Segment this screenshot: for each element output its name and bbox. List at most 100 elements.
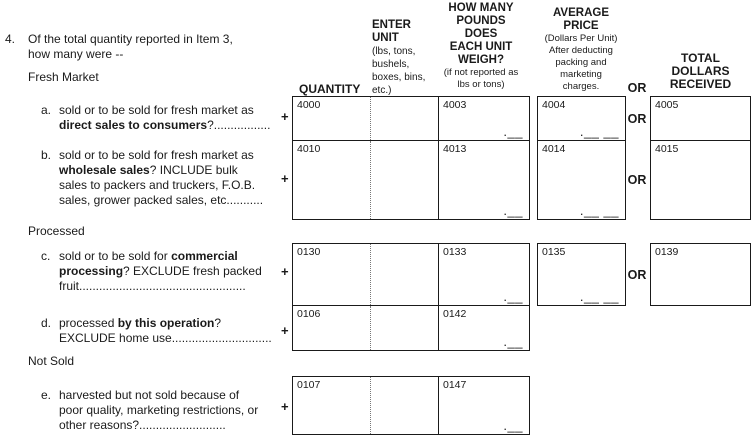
header-or: OR	[627, 81, 647, 95]
row-letter-d: d.	[41, 316, 52, 330]
quantity-unit-divider	[370, 244, 371, 305]
plus-sign-e: +	[281, 399, 289, 414]
or-label-c: OR	[627, 267, 647, 282]
row-b-line-3: sales to packers and truckers, F.O.B.	[59, 178, 256, 192]
avg-price-line-2: PRICE	[563, 20, 599, 32]
row-letter-c: c.	[41, 249, 51, 263]
row-b-line-4: sales, grower packed sales, etc.........…	[59, 193, 264, 207]
row-label-a: sold or to be sold for fresh market as d…	[59, 103, 295, 133]
header-enter-unit: ENTER UNIT (lbs, tons, bushels, boxes, b…	[372, 19, 442, 97]
row-label-e: harvested but not sold because of poor q…	[59, 388, 295, 433]
avg-price-sub-4: marketing	[560, 69, 602, 80]
row-b-line-2: wholesale sales? INCLUDE bulk	[59, 163, 295, 178]
row-c-line-2: processing? EXCLUDE fresh packed	[59, 264, 295, 279]
total-line-3: RECEIVED	[669, 77, 732, 91]
quantity-unit-divider	[370, 141, 371, 219]
row-letter-a: a.	[41, 103, 52, 117]
field-code: 4004	[542, 99, 566, 111]
field-code: 0139	[655, 246, 679, 258]
decimal-placeholder: .__	[503, 203, 523, 218]
unit-weight-line-1: HOW MANY	[448, 2, 514, 14]
entry-box-quantity-d[interactable]: 0106	[292, 305, 440, 351]
row-d-line-1: processed by this operation?	[59, 316, 295, 331]
entry-box-total-c[interactable]: 0139	[650, 243, 751, 306]
field-code: 0106	[297, 308, 321, 320]
entry-box-pounds-b[interactable]: 4013 .__	[438, 140, 530, 220]
row-a-leader: ?.................	[207, 118, 271, 132]
entry-box-quantity-e[interactable]: 0107	[292, 376, 440, 435]
unit-weight-line-3: DOES	[464, 28, 498, 40]
field-code: 4010	[297, 143, 321, 155]
field-code: 0135	[542, 246, 566, 258]
field-code: 4014	[542, 143, 566, 155]
entry-box-pounds-e[interactable]: 0147 .__	[438, 376, 530, 435]
row-b-bold: wholesale sales	[59, 163, 150, 177]
row-d-leader: EXCLUDE home use........................…	[59, 331, 272, 345]
entry-box-total-a[interactable]: 4005	[650, 96, 751, 141]
row-c-line-1-pre: sold or to be sold for	[59, 249, 172, 263]
entry-box-price-b[interactable]: 4014 .__ __	[537, 140, 626, 220]
entry-box-total-b[interactable]: 4015	[650, 140, 751, 220]
entry-box-pounds-a[interactable]: 4003 .__	[438, 96, 530, 141]
row-c-line-2-rest: ? EXCLUDE fresh packed	[123, 264, 262, 278]
entry-box-quantity-b[interactable]: 4010	[292, 140, 440, 220]
item-question: Of the total quantity reported in Item 3…	[28, 32, 233, 62]
header-total-dollars: TOTAL DOLLARS RECEIVED	[650, 52, 751, 91]
avg-price-sub-2: After deducting	[549, 45, 613, 56]
entry-box-price-c[interactable]: 0135 .__ __	[537, 243, 626, 306]
field-code: 0133	[443, 246, 467, 258]
row-d-line-1-pre: processed	[59, 316, 118, 330]
row-d-line-1-rest: ?	[214, 316, 222, 330]
field-code: 0130	[297, 246, 321, 258]
unit-weight-sub-1: (if not reported as	[443, 67, 519, 78]
enter-unit-sub-4: etc.)	[372, 85, 392, 96]
avg-price-line-1: AVERAGE	[552, 7, 610, 19]
field-code: 0147	[443, 379, 467, 391]
quantity-unit-divider	[370, 377, 371, 434]
row-letter-e: e.	[41, 388, 52, 402]
row-b-line-2-rest: ? INCLUDE bulk	[149, 163, 238, 177]
enter-unit-sub-1: (lbs, tons,	[372, 46, 416, 57]
entry-box-pounds-c[interactable]: 0133 .__	[438, 243, 530, 306]
row-c-line-1: sold or to be sold for commercial	[59, 249, 295, 264]
enter-unit-line-1: ENTER	[372, 19, 411, 31]
field-code: 0107	[297, 379, 321, 391]
total-line-1: TOTAL	[681, 51, 720, 65]
entry-box-quantity-a[interactable]: 4000	[292, 96, 440, 141]
row-b-line-1: sold or to be sold for fresh market as	[59, 148, 254, 162]
row-label-b: sold or to be sold for fresh market as w…	[59, 148, 295, 208]
field-code: 4003	[443, 99, 467, 111]
entry-box-price-a[interactable]: 4004 .__ __	[537, 96, 626, 141]
plus-sign-c: +	[281, 264, 289, 279]
row-e-line-1: harvested but not sold because of	[59, 388, 240, 402]
field-code: 4005	[655, 99, 679, 111]
decimal-placeholder: .__ __	[579, 203, 619, 218]
row-d-bold: by this operation	[117, 316, 215, 330]
field-code: 4015	[655, 143, 679, 155]
row-a-line-1: sold or to be sold for fresh market as	[59, 103, 254, 117]
section-label-not-sold: Not Sold	[28, 354, 75, 368]
decimal-placeholder: .__	[503, 124, 523, 139]
plus-sign-b: +	[281, 171, 289, 186]
question-line-2: how many were --	[28, 47, 124, 61]
header-quantity: QUANTITY	[299, 82, 361, 96]
row-c-leader: fruit...................................…	[59, 279, 246, 293]
row-e-leader: other reasons?..........................	[59, 418, 226, 432]
avg-price-sub-3: packing and	[555, 57, 607, 68]
row-a-bold: direct sales to consumers	[59, 118, 208, 132]
section-label-fresh-market: Fresh Market	[28, 70, 99, 84]
row-a-line-2: direct sales to consumers?..............…	[59, 118, 295, 133]
entry-box-pounds-d[interactable]: 0142 .__	[438, 305, 530, 351]
or-label-b: OR	[627, 173, 647, 187]
row-letter-b: b.	[41, 148, 52, 162]
enter-unit-sub-2: bushels,	[372, 59, 410, 70]
avg-price-sub-1: (Dollars Per Unit)	[544, 33, 618, 44]
quantity-unit-divider	[370, 306, 371, 350]
enter-unit-line-2: UNIT	[372, 32, 399, 44]
decimal-placeholder: .__ __	[579, 289, 619, 304]
unit-weight-sub-2: lbs or tons)	[457, 79, 505, 90]
header-average-price: AVERAGE PRICE (Dollars Per Unit) After d…	[531, 7, 631, 93]
decimal-placeholder: .__	[503, 334, 523, 349]
entry-box-quantity-c[interactable]: 0130	[292, 243, 440, 306]
